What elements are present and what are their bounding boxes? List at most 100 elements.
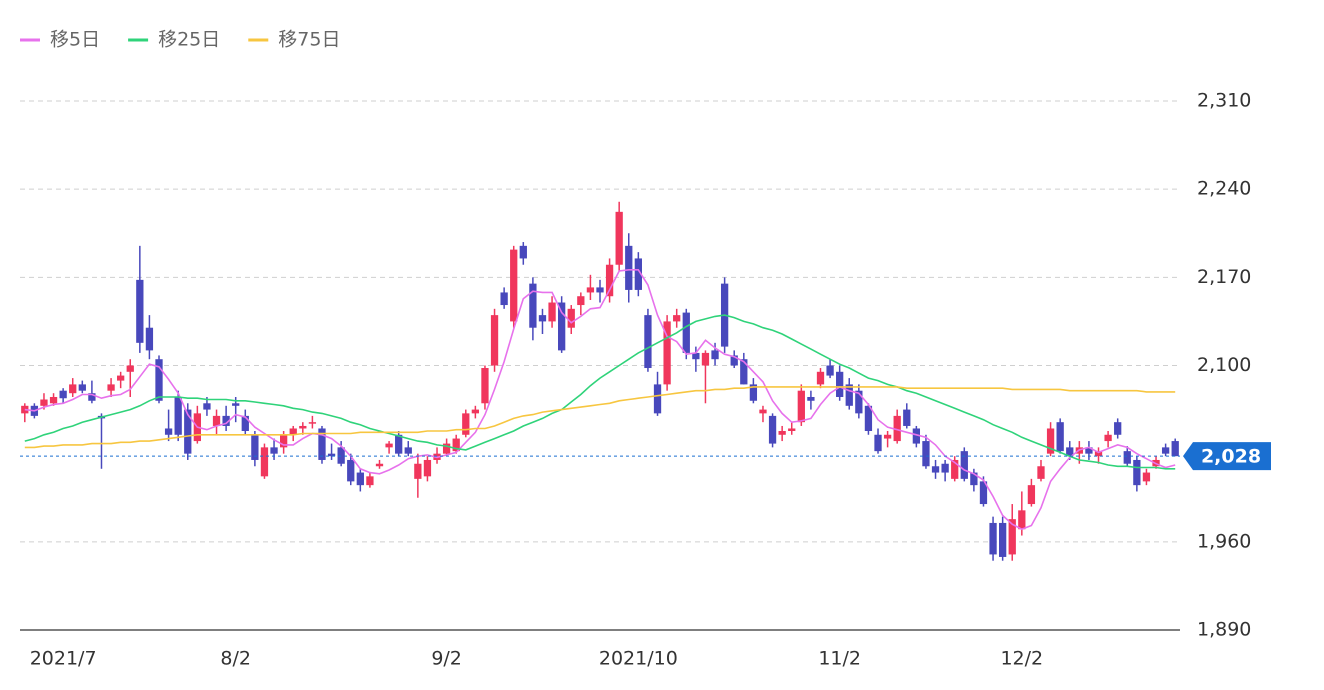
candle-body: [625, 245, 633, 290]
candle-body: [318, 428, 326, 460]
candle-body: [596, 287, 604, 293]
candle-body: [1037, 466, 1045, 479]
candle-body: [260, 447, 269, 477]
candle-body: [1027, 485, 1036, 505]
candle-body: [951, 459, 959, 479]
candle-body: [529, 283, 537, 328]
candle-body: [883, 434, 892, 439]
candle-body: [1018, 510, 1026, 530]
legend-label: 移5日: [50, 29, 100, 51]
candle-body: [78, 384, 86, 391]
candle-body: [893, 415, 901, 442]
candle-body: [337, 447, 345, 464]
last-price-label: 2,028: [1201, 446, 1261, 468]
candle-body: [49, 396, 58, 404]
candle-body: [270, 447, 278, 454]
candle-body: [740, 359, 748, 385]
candle-body: [768, 415, 777, 444]
candle-body: [663, 321, 671, 385]
candle-body: [682, 312, 690, 353]
candle-body: [922, 441, 930, 467]
y-tick-label: 2,100: [1197, 354, 1251, 376]
y-tick-label: 2,310: [1197, 90, 1251, 112]
x-tick-label: 12/2: [1000, 648, 1043, 670]
candle-body: [1114, 422, 1122, 435]
candle-body: [510, 249, 518, 322]
candle-body: [931, 466, 940, 473]
candle-body: [308, 422, 317, 424]
legend-label: 移25日: [158, 29, 220, 51]
legend: 移5日 移25日 移75日: [20, 29, 340, 51]
candle-body: [749, 384, 758, 401]
candle-body: [184, 409, 192, 454]
candle-body: [88, 393, 96, 401]
candle-body: [673, 315, 681, 322]
candle-body: [567, 308, 575, 328]
candle-body: [653, 384, 662, 414]
candle-body: [960, 451, 968, 479]
candle-body: [174, 396, 182, 435]
candle-body: [1094, 451, 1103, 457]
candle-body: [701, 352, 710, 366]
candle-body: [759, 409, 767, 414]
candle-body: [615, 211, 623, 265]
moving-average-line: [24, 314, 1176, 470]
candle-body: [586, 287, 595, 293]
moving-average-line: [24, 386, 1176, 449]
candle-body: [605, 264, 614, 297]
candle-body: [423, 459, 432, 477]
x-tick-label: 11/2: [818, 648, 861, 670]
candle-body: [222, 415, 230, 426]
candle-body: [155, 359, 163, 401]
candle-body: [874, 434, 882, 452]
candle-body: [912, 428, 921, 444]
candle-body: [864, 405, 873, 431]
candle-body: [414, 463, 422, 479]
x-tick-label: 9/2: [431, 648, 462, 670]
candle-body: [1161, 447, 1170, 454]
y-tick-label: 2,170: [1197, 266, 1251, 288]
candle-body: [999, 522, 1007, 557]
candle-body: [327, 453, 336, 457]
candle-body: [241, 415, 249, 431]
candle-body: [490, 315, 499, 366]
candle-body: [40, 399, 48, 406]
candle-body: [279, 434, 288, 448]
candle-body: [970, 472, 978, 486]
candle-body: [807, 396, 815, 401]
candle-body: [1104, 434, 1112, 442]
candle-body: [788, 428, 796, 431]
legend-label: 移75日: [278, 29, 340, 51]
candle-body: [251, 434, 259, 460]
y-tick-label: 1,890: [1197, 619, 1251, 641]
y-tick-label: 1,960: [1197, 530, 1251, 552]
candle-body: [1133, 459, 1141, 486]
candle-body: [299, 425, 307, 429]
candle-body: [1056, 422, 1064, 452]
candle-body: [558, 302, 566, 351]
candle-body: [59, 390, 67, 399]
candle-body: [481, 368, 489, 404]
candle-body: [232, 403, 240, 406]
candle-body: [21, 405, 29, 414]
candle-body: [1008, 519, 1016, 555]
candle-body: [500, 292, 508, 306]
candle-body: [212, 415, 221, 426]
candle-body: [145, 327, 154, 351]
candle-body: [711, 350, 719, 360]
candle-body: [826, 365, 834, 376]
candle-body: [203, 403, 211, 410]
moving-average-line: [24, 269, 1176, 531]
x-tick-label: 2021/10: [599, 648, 678, 670]
candle-body: [1171, 441, 1179, 457]
candle-body: [941, 463, 949, 473]
candle-body: [385, 443, 393, 448]
candle-body: [347, 459, 355, 482]
candle-body: [634, 258, 642, 290]
candle-body: [356, 472, 364, 486]
candle-body: [778, 430, 786, 435]
candle-body: [117, 375, 125, 381]
candle-body: [730, 355, 738, 366]
last-price-tag: [1183, 442, 1271, 471]
